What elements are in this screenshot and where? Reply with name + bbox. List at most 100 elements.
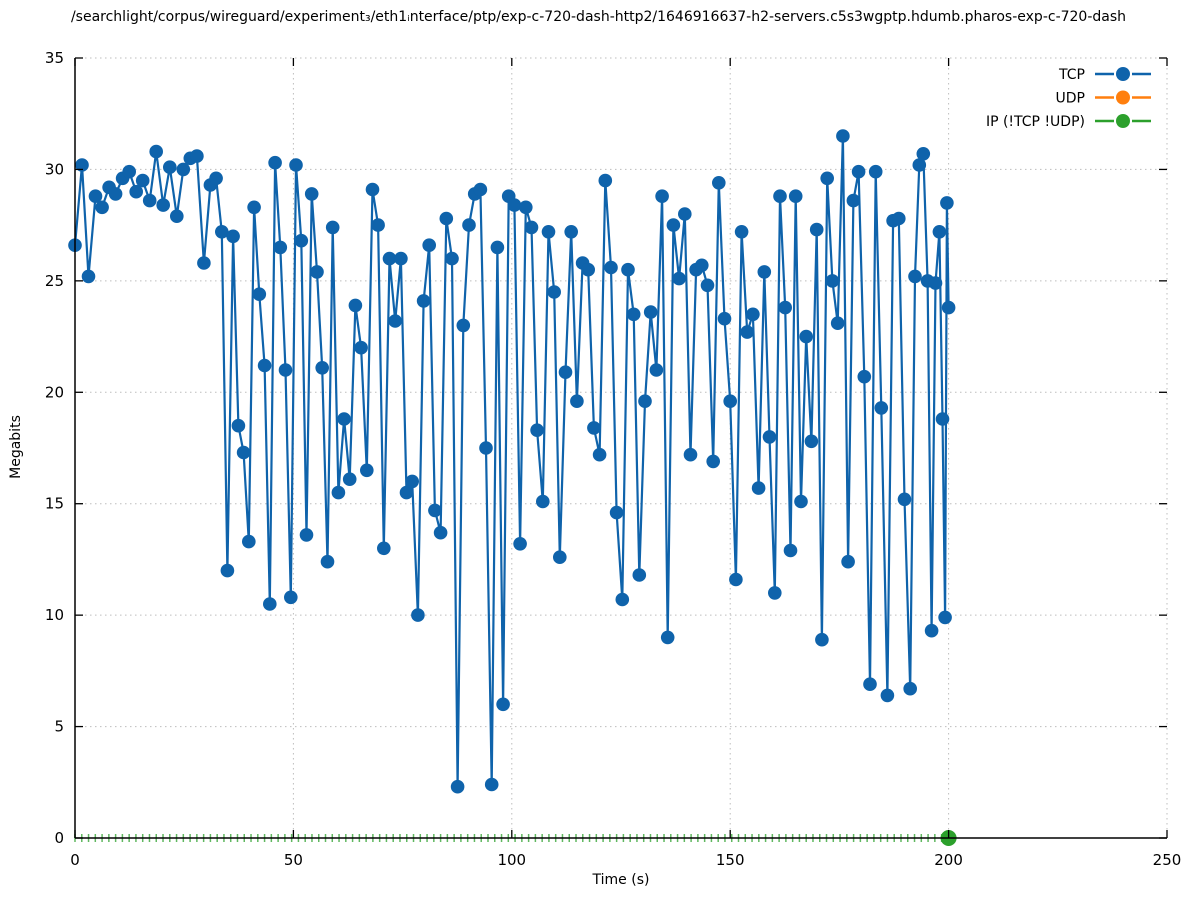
tcp-point: [746, 307, 760, 322]
tcp-point: [621, 262, 635, 277]
tcp-point: [519, 200, 533, 215]
tcp-point: [247, 200, 261, 215]
tcp-point: [315, 361, 330, 375]
y-tick-label: 25: [45, 272, 64, 290]
tcp-point: [666, 218, 681, 232]
tcp-point: [325, 220, 340, 235]
tcp-point: [932, 225, 947, 239]
tcp-point: [142, 193, 157, 208]
tcp-point: [908, 269, 922, 284]
y-tick-label: 10: [45, 606, 64, 624]
tcp-point: [462, 218, 476, 232]
y-tick-label: 20: [45, 383, 64, 401]
tcp-point: [284, 590, 298, 605]
tcp-point: [439, 211, 454, 226]
tcp-point: [320, 554, 335, 569]
chart-title: /searchlight/corpus/wireguard/experiment…: [70, 9, 1127, 25]
tcp-point: [236, 445, 251, 460]
tcp-point: [868, 164, 883, 179]
tcp-point: [783, 543, 798, 558]
tcp-point: [354, 340, 368, 355]
tcp-point: [122, 164, 136, 179]
tcp-point: [388, 314, 403, 328]
tcp-point: [649, 363, 664, 377]
tcp-point: [209, 171, 223, 186]
tcp-point: [643, 305, 658, 319]
tcp-point: [242, 534, 256, 549]
tcp-point: [507, 198, 522, 212]
tcp-point: [729, 572, 743, 587]
tcp-point: [176, 162, 191, 177]
tcp-point: [278, 363, 293, 377]
tcp-point: [762, 430, 777, 444]
tcp-point: [304, 187, 319, 201]
tcp-point: [553, 550, 567, 564]
tcp-point: [940, 196, 954, 210]
legend-marker: [1116, 114, 1130, 128]
tcp-point: [941, 300, 956, 315]
x-tick-labels: 0 50 100 150 200 250: [70, 851, 1181, 869]
tcp-point: [75, 158, 89, 172]
x-tick-label: 150: [716, 851, 745, 869]
tcp-point: [924, 623, 939, 638]
tcp-point: [788, 189, 803, 203]
tcp-point: [836, 129, 850, 143]
tcp-point: [197, 256, 211, 270]
tcp-point: [422, 238, 437, 252]
y-tick-label: 0: [54, 829, 64, 847]
tcp-point: [809, 222, 824, 237]
tcp-point: [604, 260, 618, 275]
tcp-point: [377, 541, 391, 556]
tcp-point: [163, 160, 177, 174]
tcp-point: [700, 278, 715, 293]
x-tick-label: 200: [934, 851, 963, 869]
tcp-point: [149, 144, 163, 159]
tcp-point: [794, 494, 808, 509]
y-tick-labels: 0 5 10 15 20 25 30 35: [45, 49, 64, 847]
tcp-point: [411, 608, 425, 622]
y-tick-label: 35: [45, 49, 64, 67]
y-tick-label: 15: [45, 495, 64, 513]
tick-marks: [74, 57, 1168, 839]
tcp-point: [81, 269, 96, 284]
tcp-point: [609, 505, 624, 520]
tcp-point: [740, 325, 754, 339]
tcp-point: [935, 412, 950, 426]
tcp-point: [342, 472, 357, 487]
tcp-point: [880, 688, 895, 703]
tcp-point: [830, 316, 845, 331]
tcp-point: [841, 554, 855, 569]
tcp-point: [892, 211, 906, 226]
y-tick-label: 30: [45, 160, 64, 178]
tcp-point: [928, 276, 943, 290]
tcp-point: [371, 218, 385, 232]
tcp-point: [541, 225, 556, 239]
tcp-point: [632, 568, 647, 582]
tcp-point: [129, 184, 143, 199]
tcp-point: [348, 298, 363, 313]
tcp-point: [592, 447, 607, 462]
tcp-point: [170, 209, 184, 223]
tcp-point: [382, 251, 397, 266]
tcp-point: [289, 158, 303, 172]
tcp-point: [678, 207, 692, 221]
tcp-point: [490, 240, 505, 255]
tcp-point: [530, 423, 544, 438]
tcp-point: [825, 274, 840, 288]
legend-marker: [1116, 67, 1130, 81]
tcp-point: [903, 681, 917, 696]
tcp-point: [473, 182, 488, 197]
x-axis-title: Time (s): [592, 872, 650, 888]
tcp-point: [558, 365, 573, 380]
tcp-point: [365, 182, 380, 197]
tcp-point: [310, 265, 324, 279]
tcp-point: [268, 155, 282, 170]
tcp-point: [156, 198, 170, 212]
tcp-point: [294, 233, 309, 248]
tcp-point: [360, 463, 374, 478]
legend-label: IP (!TCP !UDP): [986, 114, 1085, 130]
tcp-point: [706, 454, 720, 469]
gridlines: [75, 57, 1168, 838]
tcp-point: [615, 592, 630, 607]
tcp-point: [405, 474, 420, 489]
